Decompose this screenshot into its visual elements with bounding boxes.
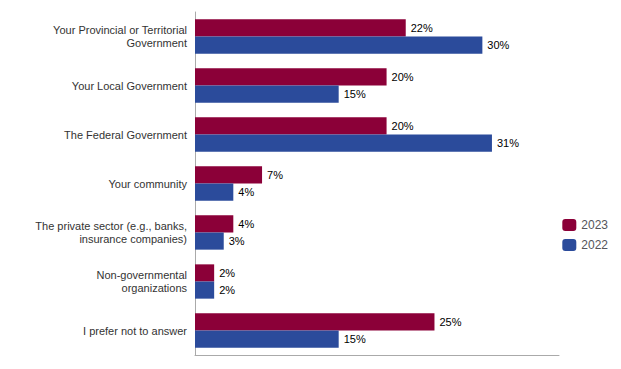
- svg-text:Your Provincial or Territorial: Your Provincial or Territorial: [53, 24, 187, 36]
- svg-text:2%: 2%: [219, 267, 235, 279]
- svg-text:Government: Government: [126, 37, 187, 49]
- svg-text:organizations: organizations: [122, 282, 188, 294]
- svg-text:Non-governmental: Non-governmental: [97, 269, 188, 281]
- svg-text:4%: 4%: [238, 186, 254, 198]
- svg-text:31%: 31%: [497, 137, 519, 149]
- svg-text:7%: 7%: [267, 169, 283, 181]
- svg-text:4%: 4%: [238, 218, 254, 230]
- svg-text:Your community: Your community: [109, 178, 188, 190]
- svg-text:20%: 20%: [392, 71, 414, 83]
- svg-text:30%: 30%: [487, 39, 509, 51]
- svg-text:insurance companies): insurance companies): [79, 233, 187, 245]
- svg-text:15%: 15%: [344, 333, 366, 345]
- svg-text:15%: 15%: [344, 88, 366, 100]
- svg-text:The private sector (e.g., bank: The private sector (e.g., banks,: [35, 220, 187, 232]
- svg-text:2%: 2%: [219, 284, 235, 296]
- svg-text:3%: 3%: [229, 235, 245, 247]
- svg-text:25%: 25%: [439, 316, 461, 328]
- svg-text:2023: 2023: [581, 218, 608, 232]
- svg-text:20%: 20%: [392, 120, 414, 132]
- svg-text:I prefer not to answer: I prefer not to answer: [83, 325, 187, 337]
- svg-text:2022: 2022: [581, 238, 608, 252]
- svg-text:The Federal Government: The Federal Government: [64, 129, 187, 141]
- svg-text:22%: 22%: [411, 22, 433, 34]
- svg-text:Your Local Government: Your Local Government: [72, 80, 187, 92]
